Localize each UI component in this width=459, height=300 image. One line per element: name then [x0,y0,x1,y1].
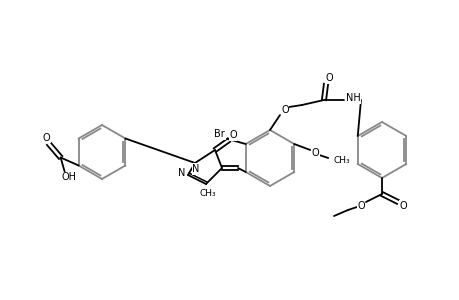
Text: CH₃: CH₃ [333,155,350,164]
Text: O: O [325,73,332,83]
Text: OH: OH [61,172,76,182]
Text: O: O [398,201,406,211]
Text: O: O [43,133,50,142]
Text: O: O [229,130,236,140]
Text: N: N [192,164,199,174]
Text: N: N [178,168,185,178]
Text: Br: Br [214,129,224,139]
Text: O: O [356,201,364,211]
Text: NH: NH [345,93,359,103]
Text: CH₃: CH₃ [199,190,216,199]
Text: O: O [280,105,288,115]
Text: O: O [311,148,319,158]
